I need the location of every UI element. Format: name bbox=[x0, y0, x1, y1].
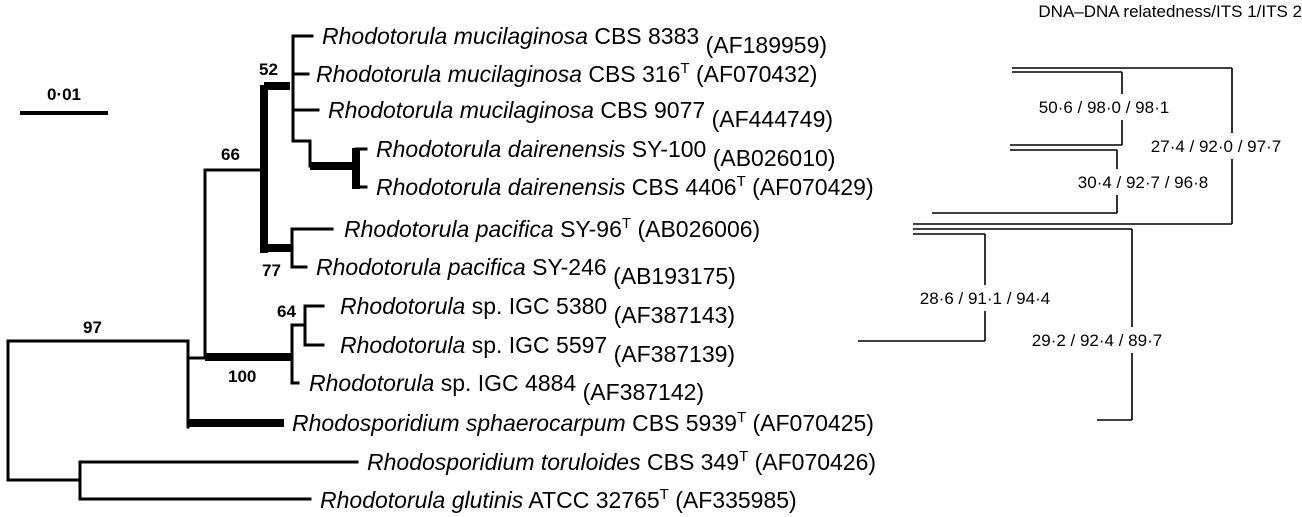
relatedness-value: 29·2 / 92·4 / 89·7 bbox=[1032, 331, 1162, 350]
taxon-label: Rhodosporidium toruloides CBS 349T (AF07… bbox=[367, 448, 876, 475]
taxon-label: Rhodotorula sp. IGC 5597 (AF387139) bbox=[340, 332, 735, 367]
taxon-label: Rhodotorula pacifica SY-96T (AB026006) bbox=[344, 215, 760, 242]
relatedness-value: 50·6 / 98·0 / 98·1 bbox=[1039, 98, 1169, 117]
bootstrap-label: 97 bbox=[83, 318, 102, 337]
relatedness-value: 30·4 / 92·7 / 96·8 bbox=[1078, 173, 1208, 192]
taxon-label: Rhodotorula sp. IGC 5380 (AF387143) bbox=[340, 293, 735, 328]
taxon-label: Rhodotorula mucilaginosa CBS 8383 (AF189… bbox=[322, 23, 827, 58]
taxon-label: Rhodotorula mucilaginosa CBS 9077 (AF444… bbox=[328, 97, 833, 132]
bootstrap-label: 66 bbox=[221, 145, 240, 164]
relatedness-value: 27·4 / 92·0 / 97·7 bbox=[1151, 137, 1281, 156]
bootstrap-label: 64 bbox=[277, 302, 296, 321]
bootstrap-label: 52 bbox=[259, 60, 278, 79]
relatedness-header: DNA–DNA relatedness/ITS 1/ITS 2 bbox=[1038, 2, 1302, 21]
taxon-label: Rhodotorula dairenensis SY-100 (AB026010… bbox=[376, 136, 835, 171]
relatedness-brackets bbox=[858, 67, 1233, 421]
bootstrap-label: 77 bbox=[262, 261, 281, 280]
taxon-label: Rhodotorula dairenensis CBS 4406T (AF070… bbox=[376, 173, 874, 200]
taxon-label: Rhodotorula pacifica SY-246 (AB193175) bbox=[316, 254, 736, 289]
taxon-label: Rhodotorula sp. IGC 4884 (AF387142) bbox=[309, 370, 704, 405]
bootstrap-label: 100 bbox=[228, 367, 256, 386]
taxon-label: Rhodotorula mucilaginosa CBS 316T (AF070… bbox=[316, 60, 817, 87]
tree-branches bbox=[6, 34, 368, 501]
scale-bar-label: 0·01 bbox=[47, 85, 81, 104]
relatedness-value: 28·6 / 91·1 / 94·4 bbox=[920, 289, 1050, 308]
taxon-label: Rhodosporidium sphaerocarpum CBS 5939T (… bbox=[292, 409, 874, 436]
taxon-label: Rhodotorula glutinis ATCC 32765T (AF3359… bbox=[320, 486, 797, 513]
